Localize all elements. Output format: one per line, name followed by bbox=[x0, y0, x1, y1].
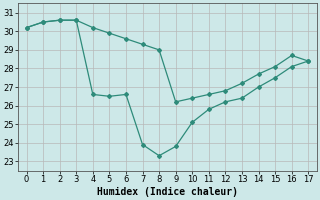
X-axis label: Humidex (Indice chaleur): Humidex (Indice chaleur) bbox=[97, 186, 238, 197]
